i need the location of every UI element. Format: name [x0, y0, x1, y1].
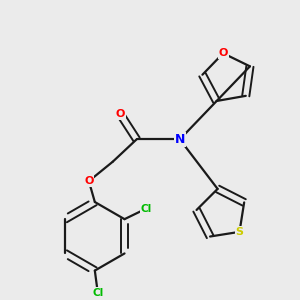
Text: O: O [116, 109, 125, 119]
Text: S: S [236, 227, 244, 237]
Text: Cl: Cl [92, 288, 103, 298]
Text: Cl: Cl [140, 204, 152, 214]
Text: O: O [84, 176, 94, 186]
Text: N: N [175, 133, 185, 146]
Text: O: O [218, 48, 228, 58]
